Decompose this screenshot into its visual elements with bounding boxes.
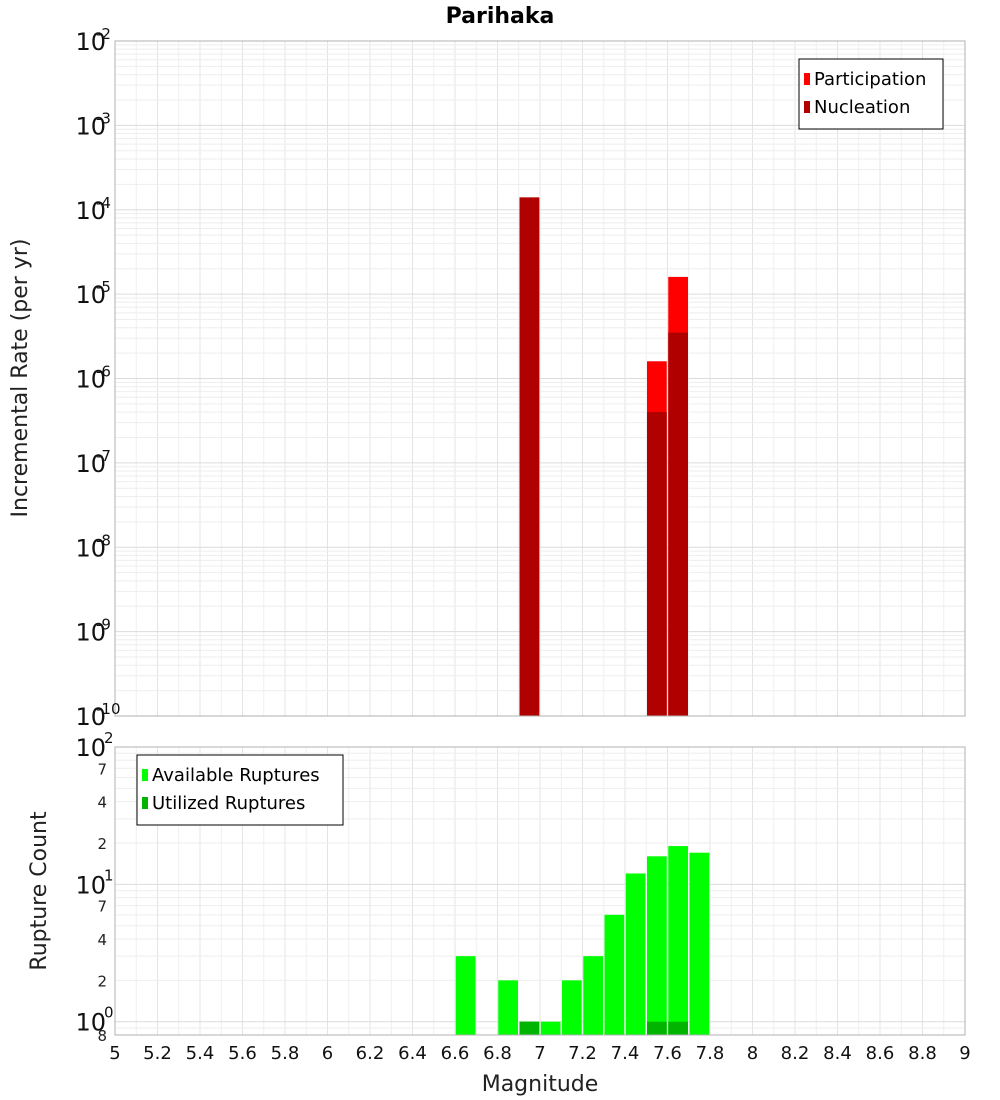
y-tick-label: 10 — [75, 281, 106, 309]
x-tick-label: 6.4 — [398, 1043, 427, 1064]
bar-available-ruptures — [455, 956, 476, 1035]
y-tick-label: 10 — [75, 450, 106, 478]
bottom-y-axis-label: Rupture Count — [27, 811, 52, 971]
legend-swatch — [804, 101, 810, 113]
y-tick-exponent: -2 — [96, 25, 111, 43]
y-tick-label: 10 — [75, 534, 106, 562]
y-tick-exponent: -6 — [96, 363, 111, 381]
legend-label: Nucleation — [814, 97, 910, 118]
y-tick-minor-label: 4 — [97, 931, 107, 949]
y-tick-exponent: 1 — [104, 866, 114, 884]
y-tick-minor-label: 4 — [97, 794, 107, 812]
y-tick-minor-label: 7 — [97, 760, 107, 778]
y-tick-exponent: -10 — [96, 700, 121, 718]
bar-available-ruptures — [498, 980, 518, 1035]
x-tick-label: 7.6 — [653, 1043, 682, 1064]
x-tick-label: 5.6 — [228, 1043, 257, 1064]
bar-available-ruptures — [647, 856, 667, 1035]
y-tick-exponent: -9 — [96, 616, 111, 634]
x-tick-label: 6 — [322, 1043, 333, 1064]
y-tick-exponent: -5 — [96, 278, 111, 296]
y-tick-minor-label: 8 — [97, 1027, 107, 1045]
y-tick-exponent: -4 — [96, 194, 111, 212]
y-tick-label: 10 — [75, 112, 106, 140]
y-tick-exponent: 2 — [104, 729, 114, 747]
bar-nucleation — [519, 197, 540, 717]
y-tick-label: 10 — [75, 1009, 106, 1037]
rate-panel: 10-1010-910-810-710-610-510-410-310-2Par… — [75, 25, 966, 731]
legend-label: Available Ruptures — [152, 765, 320, 786]
y-tick-label: 10 — [75, 734, 106, 762]
bar-available-ruptures — [625, 873, 646, 1035]
x-tick-label: 7.4 — [611, 1043, 640, 1064]
bar-utilized-ruptures — [647, 1021, 667, 1035]
legend-label: Utilized Ruptures — [152, 793, 305, 814]
legend-swatch — [142, 769, 148, 781]
bar-available-ruptures — [540, 1021, 561, 1035]
bar-available-ruptures — [562, 980, 582, 1035]
y-tick-exponent: 0 — [104, 1004, 114, 1022]
plot-border — [114, 40, 966, 717]
x-tick-label: 8 — [747, 1043, 758, 1064]
y-tick-label: 10 — [75, 619, 106, 647]
legend-box — [136, 754, 344, 826]
x-tick-label: 7.2 — [568, 1043, 597, 1064]
bar-available-ruptures — [689, 852, 710, 1035]
legend-box — [798, 58, 944, 130]
x-tick-label: 6.8 — [483, 1043, 512, 1064]
bar-nucleation — [647, 412, 667, 716]
x-tick-label: 8.2 — [781, 1043, 810, 1064]
bar-available-ruptures — [604, 914, 625, 1035]
plot-border — [114, 746, 966, 1036]
chart-title: Parihaka — [446, 4, 555, 29]
bar-utilized-ruptures — [668, 1021, 688, 1035]
bar-available-ruptures — [583, 956, 603, 1035]
x-tick-label: 7.8 — [696, 1043, 725, 1064]
bar-available-ruptures — [668, 846, 688, 1035]
x-tick-label: 6.6 — [441, 1043, 470, 1064]
legend-swatch — [142, 797, 148, 809]
x-tick-label: 8.8 — [908, 1043, 937, 1064]
x-tick-label: 7 — [534, 1043, 545, 1064]
x-tick-label: 5.2 — [143, 1043, 172, 1064]
x-tick-label: 8.4 — [823, 1043, 852, 1064]
y-tick-exponent: -8 — [96, 531, 111, 549]
top-y-axis-label: Incremental Rate (per yr) — [8, 239, 33, 518]
legend-label: Participation — [814, 69, 926, 90]
legend-swatch — [804, 73, 810, 85]
y-tick-label: 10 — [75, 197, 106, 225]
y-tick-label: 10 — [75, 703, 106, 731]
x-tick-label: 9 — [959, 1043, 970, 1064]
y-tick-minor-label: 2 — [97, 835, 107, 853]
y-tick-label: 10 — [75, 871, 106, 899]
x-tick-label: 8.6 — [866, 1043, 895, 1064]
y-tick-minor-label: 2 — [97, 972, 107, 990]
x-tick-label: 5.8 — [271, 1043, 300, 1064]
y-tick-label: 10 — [75, 28, 106, 56]
x-tick-label: 5 — [109, 1043, 120, 1064]
x-tick-label: 5.4 — [186, 1043, 215, 1064]
y-tick-minor-label: 7 — [97, 898, 107, 916]
bar-nucleation — [668, 332, 688, 716]
bar-utilized-ruptures — [519, 1021, 540, 1035]
x-axis-label: Magnitude — [482, 1072, 599, 1097]
y-tick-label: 10 — [75, 366, 106, 394]
y-tick-exponent: -3 — [96, 109, 111, 127]
y-tick-exponent: -7 — [96, 447, 111, 465]
x-tick-label: 6.2 — [356, 1043, 385, 1064]
